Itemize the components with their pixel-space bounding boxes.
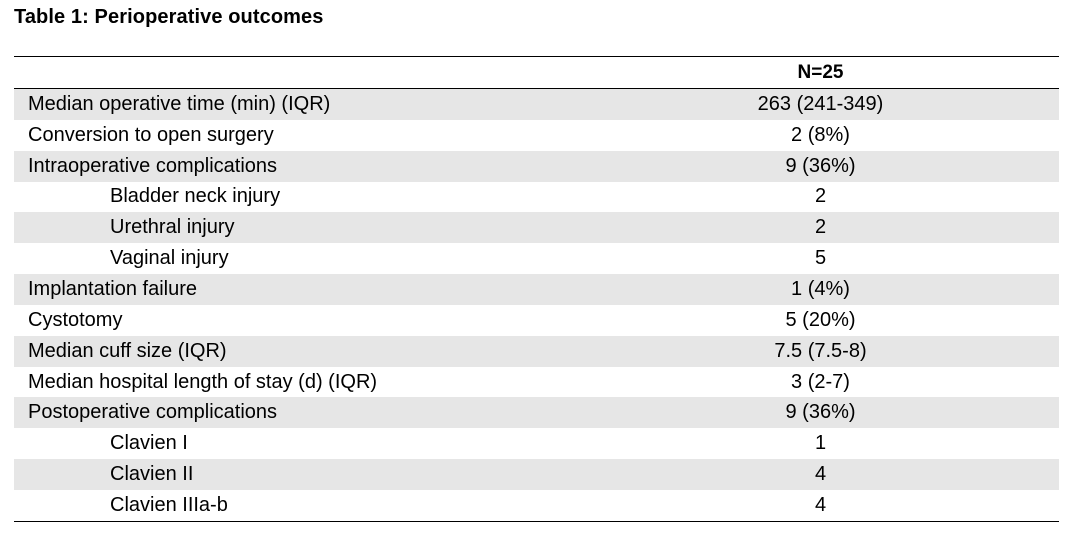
- table-row: Median hospital length of stay (d) (IQR)…: [14, 367, 1059, 398]
- table-row: Vaginal injury 5: [14, 243, 1059, 274]
- header-n-cell: N=25: [797, 61, 844, 83]
- table-row: Clavien IIIa-b 4: [14, 490, 1059, 521]
- row-label-cell: Postoperative complications: [28, 401, 278, 424]
- table-row: Median operative time (min) (IQR) 263 (24…: [14, 89, 1059, 120]
- row-value-cell: 263 (241-349): [757, 92, 884, 115]
- row-value-cell: 9 (36%): [785, 154, 856, 177]
- table-row: Implantation failure 1 (4%): [14, 274, 1059, 305]
- table-row: Clavien II 4: [14, 459, 1059, 490]
- table-row: Intraoperative complications 9 (36%): [14, 150, 1059, 182]
- row-value-cell: 2: [814, 185, 827, 208]
- row-label-cell: Bladder neck injury: [110, 185, 281, 208]
- table-row: Conversion to open surgery 2 (8%): [14, 120, 1059, 151]
- row-label-cell: Cystotomy: [28, 308, 123, 331]
- table-row: Clavien I 1: [14, 428, 1059, 459]
- table-row: Median cuff size (IQR) 7.5 (7.5-8): [14, 335, 1059, 367]
- row-value-cell: 5: [814, 247, 827, 270]
- row-label-cell: Vaginal injury: [110, 247, 229, 270]
- row-label-cell: Urethral injury: [110, 216, 235, 239]
- row-label-cell: Median cuff size (IQR): [28, 339, 227, 362]
- row-label-cell: Clavien IIIa-b: [110, 493, 228, 516]
- row-value-cell: 3 (2-7): [791, 370, 850, 393]
- row-label-cell: Median hospital length of stay (d) (IQR): [28, 370, 378, 393]
- row-label-cell: Conversion to open surgery: [28, 123, 274, 146]
- row-value-cell: 4: [814, 493, 827, 516]
- table-row: Urethral injury 2: [14, 212, 1059, 244]
- table-row: Bladder neck injury 2: [14, 182, 1059, 213]
- table-row: Cystotomy 5 (20%): [14, 305, 1059, 336]
- row-value-cell: 2 (8%): [791, 123, 850, 146]
- perioperative-outcomes-table: N=25 Median operative time (min) (IQR) 26…: [14, 56, 1059, 522]
- row-value-cell: 2: [814, 216, 827, 239]
- table-caption: Table 1: Perioperative outcomes: [14, 6, 324, 28]
- row-value-cell: 1 (4%): [791, 277, 850, 300]
- row-value-cell: 7.5 (7.5-8): [774, 339, 867, 362]
- row-label-cell: Median operative time (min) (IQR): [28, 92, 331, 115]
- row-label-cell: Intraoperative complications: [28, 154, 278, 177]
- row-value-cell: 5 (20%): [785, 308, 856, 331]
- row-label-cell: Implantation failure: [28, 277, 197, 300]
- table-body: Median operative time (min) (IQR) 263 (24…: [14, 89, 1059, 521]
- row-value-cell: 9 (36%): [785, 401, 856, 424]
- row-value-cell: 4: [814, 463, 827, 486]
- row-label-cell: Clavien I: [110, 432, 188, 455]
- row-value-cell: 1: [814, 432, 827, 455]
- row-label-cell: Clavien II: [110, 463, 194, 486]
- table-row: Postoperative complications 9 (36%): [14, 397, 1059, 429]
- table-header-row: N=25: [14, 57, 1059, 89]
